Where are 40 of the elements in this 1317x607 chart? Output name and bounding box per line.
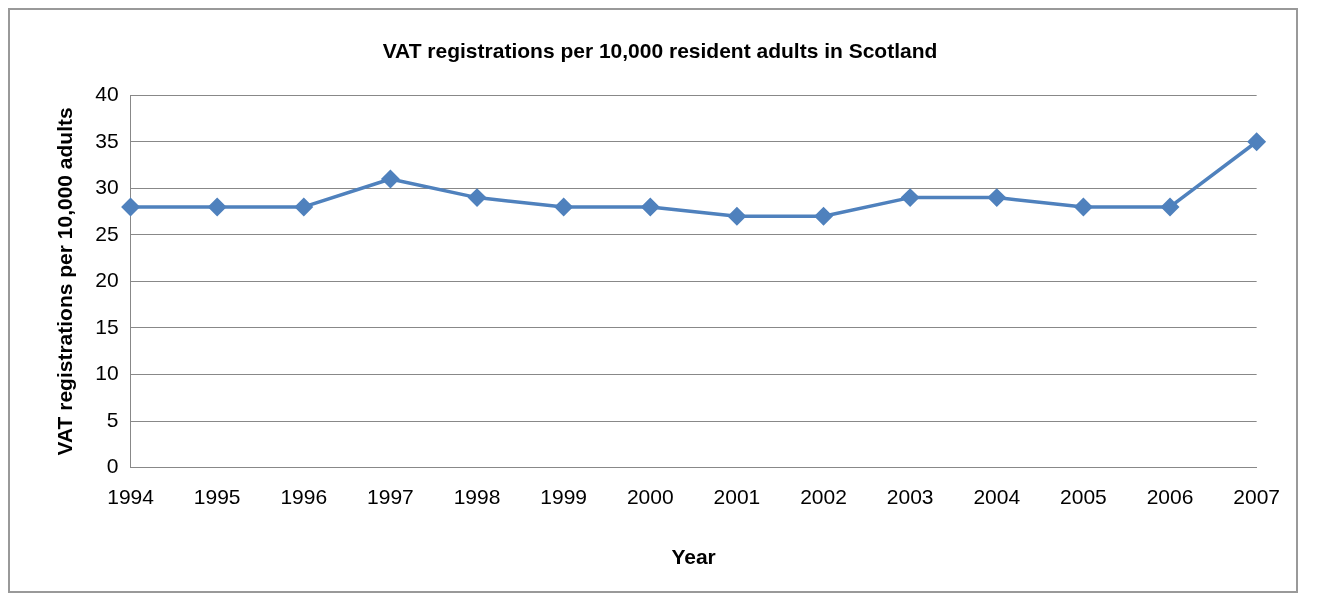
point bbox=[1247, 133, 1266, 151]
x-tick-label: 2003 bbox=[886, 485, 934, 508]
y-tick-label: 10 bbox=[95, 361, 119, 385]
y-tick-label: 25 bbox=[95, 221, 119, 245]
x-tick-label: 2006 bbox=[1146, 485, 1194, 508]
x-tick-label: 1996 bbox=[280, 485, 328, 508]
y-tick-label: 30 bbox=[95, 175, 119, 199]
y-tick-label: 40 bbox=[95, 82, 119, 105]
x-tick-label: 1998 bbox=[453, 485, 501, 508]
y-tick-label: 15 bbox=[95, 314, 119, 338]
chart-title: VAT registrations per 10,000 resident adults in Scotland bbox=[382, 39, 938, 63]
point bbox=[208, 198, 226, 216]
y-tick-label: 0 bbox=[106, 454, 119, 478]
y-tick-label: 20 bbox=[95, 268, 119, 292]
x-tick-label: 2001 bbox=[713, 485, 761, 508]
point bbox=[988, 188, 1006, 207]
x-tick-label: 2002 bbox=[800, 485, 847, 508]
x-axis-title: Year bbox=[671, 545, 716, 569]
x-tick-label: 1994 bbox=[107, 485, 155, 508]
point bbox=[468, 188, 486, 207]
x-tick-label: 1999 bbox=[540, 485, 588, 508]
point bbox=[641, 198, 660, 216]
point bbox=[1161, 198, 1179, 216]
point bbox=[381, 170, 400, 188]
x-tick-label: 1997 bbox=[367, 485, 414, 508]
point bbox=[1074, 198, 1093, 216]
point bbox=[728, 207, 746, 225]
x-tick-label: 2004 bbox=[973, 485, 1021, 508]
point bbox=[901, 188, 919, 207]
y-tick-label: 5 bbox=[106, 407, 119, 431]
point bbox=[814, 207, 833, 225]
x-tick-label: 1995 bbox=[193, 485, 241, 508]
y-tick-label: 35 bbox=[95, 128, 119, 152]
point bbox=[295, 198, 313, 216]
x-tick-label: 2000 bbox=[626, 485, 674, 508]
y-axis-title: VAT registrations per 10,000 adults bbox=[53, 107, 77, 456]
x-tick-label: 2005 bbox=[1060, 485, 1107, 508]
point bbox=[121, 198, 140, 216]
x-tick-label: 2007 bbox=[1233, 485, 1280, 508]
point bbox=[554, 198, 573, 216]
